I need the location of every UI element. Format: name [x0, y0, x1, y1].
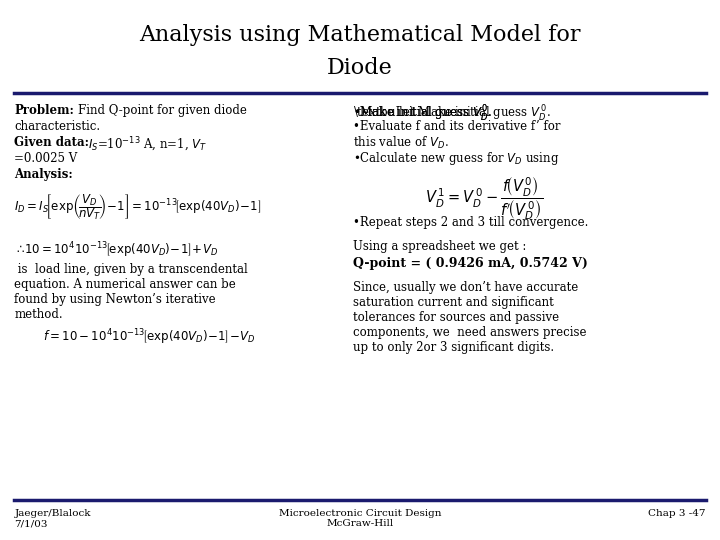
Text: Using a spreadsheet we get :: Using a spreadsheet we get :	[353, 240, 526, 253]
Text: •Make initial guess $V_D^{0}$.: •Make initial guess $V_D^{0}$.	[353, 104, 492, 124]
Text: •Repeat steps 2 and 3 till convergence.: •Repeat steps 2 and 3 till convergence.	[353, 216, 588, 229]
Text: $f = 10 - 10^4 10^{-13}\!\left[\exp(40V_D)\!-\!1\right]\!-\!V_D$: $f = 10 - 10^4 10^{-13}\!\left[\exp(40V_…	[43, 328, 256, 347]
Text: method.: method.	[14, 308, 63, 321]
Text: Analysis:: Analysis:	[14, 168, 73, 181]
Text: Diode: Diode	[327, 57, 393, 78]
Text: components, we  need answers precise: components, we need answers precise	[353, 326, 586, 339]
Text: Analysis using Mathematical Model for: Analysis using Mathematical Model for	[139, 24, 581, 46]
Text: Microelectronic Circuit Design
McGraw-Hill: Microelectronic Circuit Design McGraw-Hi…	[279, 509, 441, 528]
Text: $\therefore\!10 = 10^4 10^{-13}\!\left[\exp(40V_D)\!-\!1\right]\!+\!V_D$: $\therefore\!10 = 10^4 10^{-13}\!\left[\…	[14, 240, 218, 260]
Text: $V_D^{\,1} = V_D^{\,0} - \dfrac{f\!\left(V_D^{\,0}\right)}{f'\!\left(V_D^{\,0}\r: $V_D^{\,1} = V_D^{\,0} - \dfrac{f\!\left…	[425, 175, 543, 222]
Text: tolerances for sources and passive: tolerances for sources and passive	[353, 311, 559, 324]
Text: $I_D = I_S\!\left[\exp\!\left(\!\dfrac{V_D}{nV_T}\!\right)\!-\!1\right] = 10^{-1: $I_D = I_S\!\left[\exp\!\left(\!\dfrac{V…	[14, 192, 261, 221]
Text: Q-point = ( 0.9426 mA, 0.5742 V): Q-point = ( 0.9426 mA, 0.5742 V)	[353, 256, 588, 269]
Text: Chap 3 -47: Chap 3 -47	[648, 509, 706, 518]
Text: Jaeger/Blalock
7/1/03: Jaeger/Blalock 7/1/03	[14, 509, 91, 528]
Text: equation. A numerical answer can be: equation. A numerical answer can be	[14, 278, 236, 291]
Text: =0.0025 V: =0.0025 V	[14, 152, 78, 165]
Text: Given data:: Given data:	[14, 136, 89, 149]
Text: $I_S$=10$^{-13}$ A, n=1, $V_T$: $I_S$=10$^{-13}$ A, n=1, $V_T$	[88, 136, 207, 154]
Text: \textbullet Make initial guess $V_D^{\,0}$.: \textbullet Make initial guess $V_D^{\,0…	[353, 104, 551, 124]
Text: this value of $V_D$.: this value of $V_D$.	[353, 135, 449, 151]
Text: Problem:: Problem:	[14, 104, 74, 117]
Text: •Calculate new guess for $V_D$ using: •Calculate new guess for $V_D$ using	[353, 150, 559, 167]
Text: found by using Newton’s iterative: found by using Newton’s iterative	[14, 293, 216, 306]
Text: •Evaluate f and its derivative f’ for: •Evaluate f and its derivative f’ for	[353, 120, 560, 133]
Text: up to only 2or 3 significant digits.: up to only 2or 3 significant digits.	[353, 341, 554, 354]
Text: is  load line, given by a transcendental: is load line, given by a transcendental	[14, 263, 248, 276]
Text: •Make initial guess $V_D^{0}$.: •Make initial guess $V_D^{0}$.	[353, 104, 492, 124]
Text: characteristic.: characteristic.	[14, 120, 101, 133]
Text: Find Q-point for given diode: Find Q-point for given diode	[78, 104, 247, 117]
Text: Since, usually we don’t have accurate: Since, usually we don’t have accurate	[353, 281, 578, 294]
Text: saturation current and significant: saturation current and significant	[353, 296, 554, 309]
